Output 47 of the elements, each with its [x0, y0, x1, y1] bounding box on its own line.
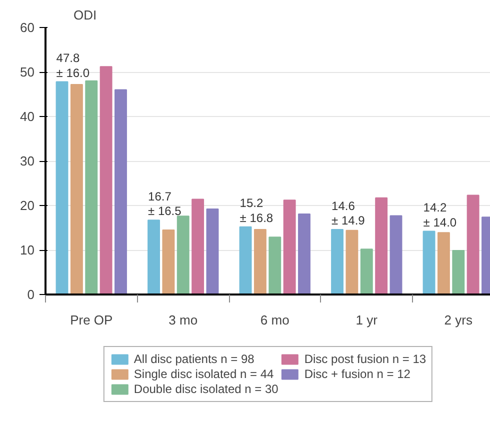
y-axis-title: ODI — [74, 8, 97, 22]
bar — [360, 248, 373, 294]
bar — [390, 215, 402, 294]
y-tick-label: 60 — [20, 20, 35, 35]
bar — [452, 250, 465, 294]
bar — [375, 197, 388, 294]
annotation: 47.8 ± 16.0 — [56, 51, 90, 80]
bar — [437, 232, 450, 294]
annotation: 14.6 ± 14.9 — [332, 198, 366, 228]
bar — [206, 208, 219, 294]
x-tick-label: 3 mo — [168, 312, 198, 328]
bar — [114, 89, 127, 294]
annotation: 16.7 ± 16.5 — [148, 189, 182, 218]
x-tick-label: 6 mo — [260, 312, 290, 328]
bar — [162, 229, 175, 294]
bar — [56, 81, 68, 294]
y-tick-label: 0 — [27, 287, 35, 302]
bar — [346, 230, 358, 294]
bar — [298, 213, 310, 294]
annotation: 15.2 ± 16.8 — [240, 196, 274, 225]
legend-label: Disc post fusion n = 13 — [304, 352, 426, 366]
bar — [239, 226, 252, 294]
bar — [283, 200, 296, 294]
x-tick-label: Pre OP — [70, 312, 113, 328]
bar — [466, 194, 480, 294]
x-tick-label: 1 yr — [356, 312, 378, 328]
y-tick-label: 20 — [20, 198, 35, 213]
legend-label: All disc patients n = 98 — [134, 352, 254, 366]
bar — [148, 220, 160, 294]
legend-label: Double disc isolated n = 30 — [134, 382, 278, 396]
y-tick-label: 50 — [20, 64, 35, 80]
legend-label: Disc + fusion n = 12 — [304, 367, 410, 381]
bar — [192, 198, 204, 294]
y-tick-label: 10 — [20, 242, 35, 258]
bar — [268, 236, 282, 294]
bar — [85, 80, 98, 294]
bar — [331, 229, 344, 294]
annotation: 14.2 ± 14.0 — [423, 200, 457, 230]
y-tick-label: 30 — [20, 154, 35, 168]
bar — [422, 230, 436, 294]
x-tick-label: 2 yrs — [444, 312, 473, 328]
bar — [100, 66, 112, 294]
legend-label: Single disc isolated n = 44 — [134, 367, 274, 381]
bar — [70, 84, 83, 294]
bar — [176, 216, 190, 294]
y-tick-label: 40 — [20, 109, 35, 124]
bar — [254, 229, 266, 294]
